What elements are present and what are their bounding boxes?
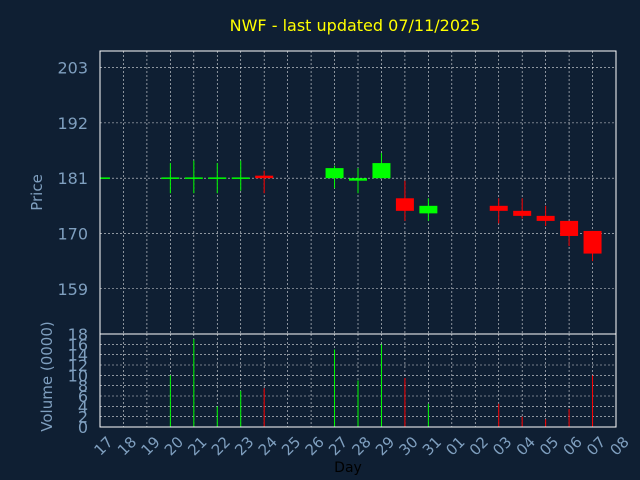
x-tick-label: 18 [114,433,140,459]
candle-body [513,210,532,216]
x-tick-label: 30 [395,433,421,459]
x-tick-label: 19 [137,433,163,459]
volume-y-tick-label: 12 [68,356,88,375]
candle-body [583,230,602,254]
price-candle [184,160,203,194]
x-tick-label: 29 [372,433,398,459]
x-tick-label: 25 [278,433,304,459]
price-candle [395,180,414,221]
x-tick-label: 04 [513,433,539,459]
x-tick-label: 21 [184,433,210,459]
x-tick-label: 23 [231,433,257,459]
price-candle [489,198,508,224]
volume-y-tick-label: 18 [68,325,88,344]
price-candles [100,153,602,262]
x-axis-label: Day [334,460,362,476]
price-candle [100,177,110,179]
x-tick-label: 01 [442,433,468,459]
price-y-tick-label: 203 [57,59,88,78]
price-candle [325,165,344,189]
price-candle [536,205,555,226]
x-tick-label: 02 [466,433,492,459]
price-y-tick-labels: 159 170 181 192 203 [57,59,88,299]
price-y-tick-label: 170 [57,224,88,243]
volume-y-tick-label: 8 [78,377,88,396]
x-tick-label: 05 [536,433,562,459]
x-tick-label: 22 [208,433,234,459]
x-tick-label: 20 [161,433,187,459]
price-y-tick-label: 159 [57,280,88,299]
candle-body [349,178,367,181]
price-candle [208,163,227,194]
volume-y-tick-label: 6 [78,387,88,406]
x-tick-label: 03 [489,433,515,459]
price-candle [161,163,180,194]
volume-bars [169,339,594,427]
x-tick-label: 24 [255,433,281,459]
chart-title: NWF - last updated 07/11/2025 [230,16,481,35]
price-candle [349,168,367,194]
price-y-tick-label: 181 [57,169,88,188]
x-tick-label: 07 [583,433,609,459]
x-tick-label: 27 [325,433,351,459]
price-candle [513,198,532,219]
price-candle [560,220,579,247]
price-candle [255,170,274,194]
candle-body [231,177,250,179]
x-tick-label: 28 [349,433,375,459]
candle-body [489,205,508,211]
x-tick-label: 08 [607,433,633,459]
volume-y-tick-label: 2 [78,408,88,427]
candle-body [161,177,180,179]
candle-body [184,177,203,179]
price-axis-label: Price [28,174,46,211]
candle-body [372,163,391,179]
volume-plot-frame [99,333,617,428]
candle-body [419,205,438,214]
x-tick-label: 17 [91,433,117,459]
candle-body [255,175,274,179]
candle-body [395,198,414,211]
price-panel: 159 170 181 192 203 Price [28,50,617,335]
volume-y-tick-label: 10 [68,366,88,385]
candle-body [325,168,344,179]
volume-y-tick-label: 0 [78,418,88,437]
volume-y-tick-label: 16 [68,335,88,354]
x-tick-label: 06 [560,433,586,459]
candle-body [536,215,555,221]
x-tick-label: 26 [302,433,328,459]
price-y-tick-label: 192 [57,114,88,133]
x-tick-label: 31 [419,433,445,459]
price-candle [372,153,391,179]
price-candle [419,198,438,221]
candle-body [100,177,110,179]
candle-body [208,177,227,179]
volume-y-tick-label: 4 [78,397,88,416]
volume-y-tick-label: 14 [68,346,88,365]
price-candle [583,230,602,262]
x-tick-labels: 1718192021222324252627282930310102030405… [91,433,633,459]
candle-body [560,220,579,236]
volume-axis-label: Volume (0000) [38,321,56,431]
price-candle [231,160,250,191]
